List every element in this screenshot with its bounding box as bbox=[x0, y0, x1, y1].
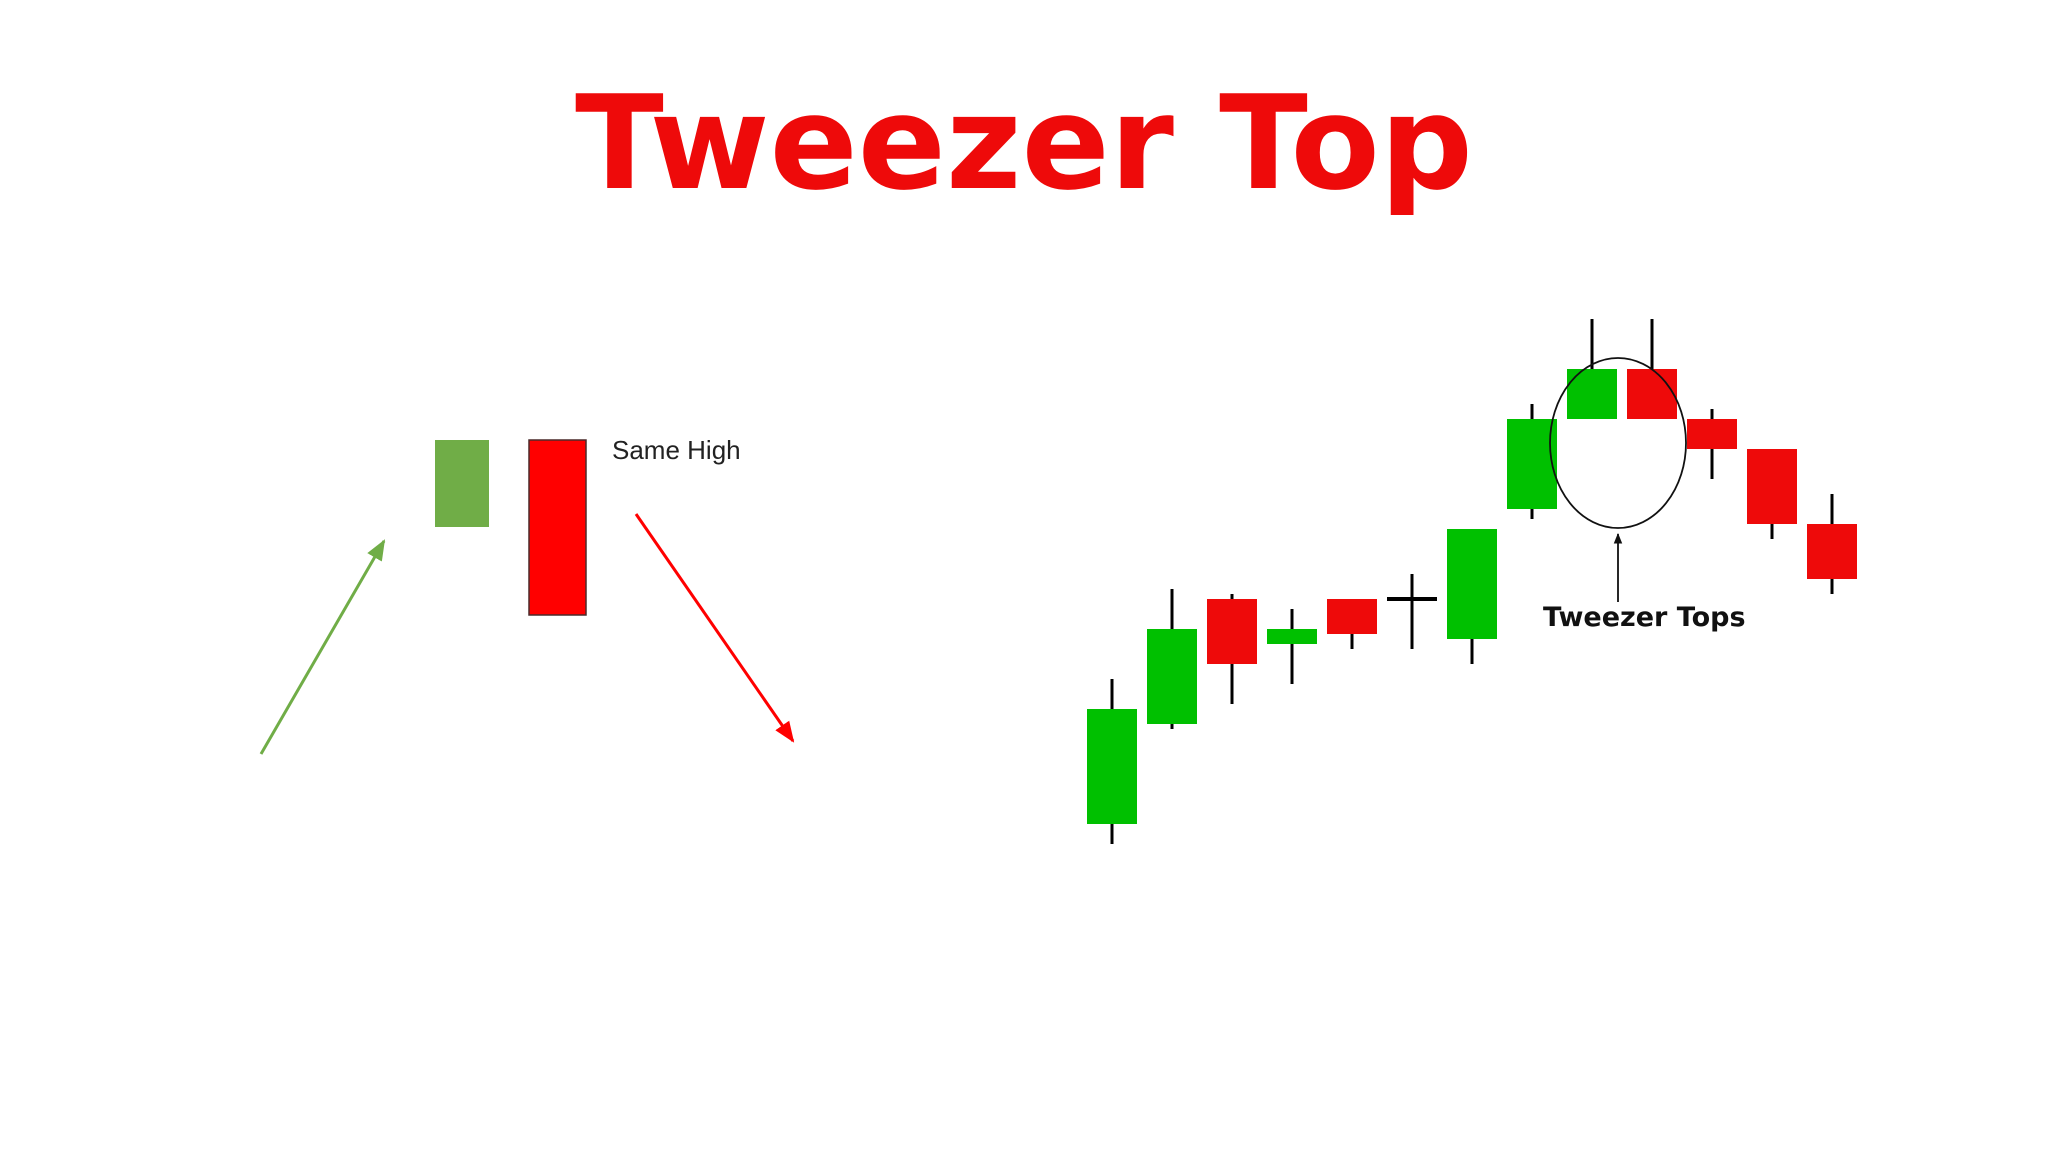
candle-6 bbox=[1387, 574, 1437, 649]
bearish-candle-body bbox=[1327, 599, 1377, 634]
downtrend-arrow bbox=[634, 513, 795, 743]
same-high-label: Same High bbox=[612, 435, 741, 465]
bullish-candle-body bbox=[1267, 629, 1317, 644]
candle-4 bbox=[1267, 609, 1317, 684]
bullish-candle-body bbox=[1507, 419, 1557, 509]
bearish-candle-illustration bbox=[528, 439, 587, 616]
candle-12 bbox=[1747, 449, 1797, 539]
candle-9 bbox=[1567, 319, 1617, 419]
candle-1 bbox=[1087, 679, 1137, 844]
bullish-candle-body bbox=[1087, 709, 1137, 824]
tweezer-highlight-circle bbox=[1549, 357, 1687, 529]
candle-11 bbox=[1687, 409, 1737, 479]
candle-7 bbox=[1447, 529, 1497, 664]
bearish-candle-body bbox=[1627, 369, 1677, 419]
candle-3 bbox=[1207, 594, 1257, 704]
candle-13 bbox=[1807, 494, 1857, 594]
bearish-candle-body bbox=[1807, 524, 1857, 579]
candle-2 bbox=[1147, 589, 1197, 729]
bearish-candle-body bbox=[1687, 419, 1737, 449]
bearish-candle-body bbox=[1747, 449, 1797, 524]
candle-8 bbox=[1507, 404, 1557, 519]
bullish-candle-body bbox=[1447, 529, 1497, 639]
tweezer-tops-label: Tweezer Tops bbox=[1543, 602, 1746, 633]
candle-5 bbox=[1327, 599, 1377, 649]
uptrend-arrow bbox=[259, 539, 386, 755]
bullish-candle-illustration bbox=[435, 440, 489, 527]
page-title: Tweezer Top bbox=[575, 67, 1473, 219]
candlestick-chart bbox=[1087, 319, 1857, 844]
bullish-candle-body bbox=[1147, 629, 1197, 724]
bearish-candle-body bbox=[1207, 599, 1257, 664]
